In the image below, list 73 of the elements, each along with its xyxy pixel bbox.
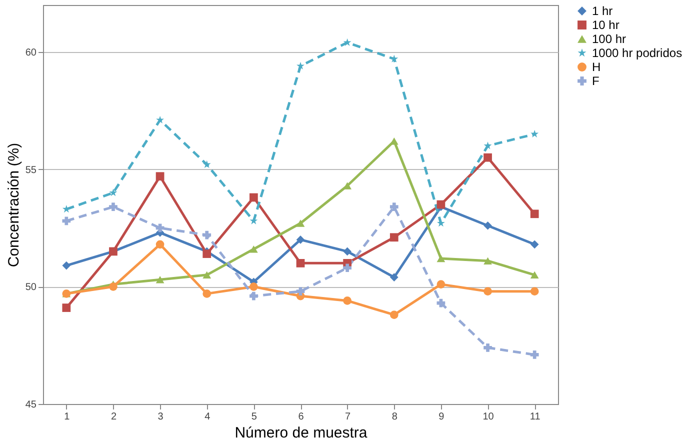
point: [484, 153, 492, 162]
point: [530, 350, 539, 359]
point: [530, 271, 539, 279]
x-tick-label: 11: [530, 412, 541, 422]
point: [390, 310, 398, 319]
point: [484, 142, 492, 150]
point: [343, 296, 352, 305]
x-tick-label: 10: [482, 412, 494, 422]
point: [390, 273, 398, 282]
x-tick-label: 5: [251, 412, 258, 422]
x-tick-label: 6: [298, 412, 304, 422]
point: [250, 245, 258, 253]
point: [156, 116, 164, 124]
point: [250, 216, 258, 224]
y-tick-label: 50: [25, 282, 37, 294]
point: [343, 264, 352, 272]
legend-label: 1000 hr podridos: [592, 46, 682, 60]
point: [202, 230, 212, 240]
point: [109, 188, 118, 196]
y-tick-label: 55: [25, 164, 37, 176]
point: [62, 261, 71, 270]
point: [436, 200, 446, 209]
point: [436, 280, 446, 288]
point: [484, 343, 492, 352]
point: [390, 233, 398, 242]
point: [62, 216, 71, 226]
point: [530, 287, 539, 296]
legend-label: 100 hr: [592, 32, 626, 46]
y-axis-title: Concentración (%): [5, 142, 22, 268]
point: [296, 62, 304, 70]
point: [436, 254, 446, 262]
point: [202, 160, 211, 168]
point: [202, 290, 212, 298]
point: [530, 240, 539, 249]
point: [156, 276, 164, 284]
point: [343, 247, 352, 256]
point: [109, 282, 118, 291]
point: [436, 298, 446, 308]
legend-label: F: [592, 74, 600, 88]
y-tick-label: 45: [25, 400, 37, 410]
point: [296, 287, 305, 296]
point: [530, 210, 539, 218]
point: [296, 220, 305, 227]
point: [250, 282, 258, 291]
x-tick-label: 3: [158, 412, 164, 422]
point: [484, 221, 492, 230]
point: [296, 236, 305, 244]
point: [156, 240, 164, 249]
x-tick-label: 7: [345, 412, 352, 422]
point: [250, 193, 258, 202]
point: [62, 304, 71, 312]
point: [343, 38, 352, 46]
point: [484, 287, 492, 296]
legend-label: 1 hr: [592, 4, 613, 18]
point: [436, 219, 445, 227]
point: [296, 258, 305, 268]
point: [250, 292, 258, 300]
point: [156, 172, 164, 181]
x-tick-label: 9: [438, 412, 445, 422]
point: [484, 257, 492, 264]
legend-label: H: [592, 60, 601, 74]
x-tick-label: 2: [110, 412, 117, 422]
x-axis-title: Número de muestra: [234, 424, 368, 442]
x-tick-label: 4: [204, 412, 211, 422]
legend-label: 10 hr: [592, 18, 620, 32]
x-tick-label: 8: [392, 412, 398, 422]
point: [109, 202, 118, 212]
y-tick-label: 60: [25, 47, 37, 58]
point: [530, 130, 539, 138]
x-tick-label: 1: [64, 412, 70, 422]
point: [202, 250, 212, 258]
point: [202, 271, 212, 279]
point: [390, 202, 398, 212]
